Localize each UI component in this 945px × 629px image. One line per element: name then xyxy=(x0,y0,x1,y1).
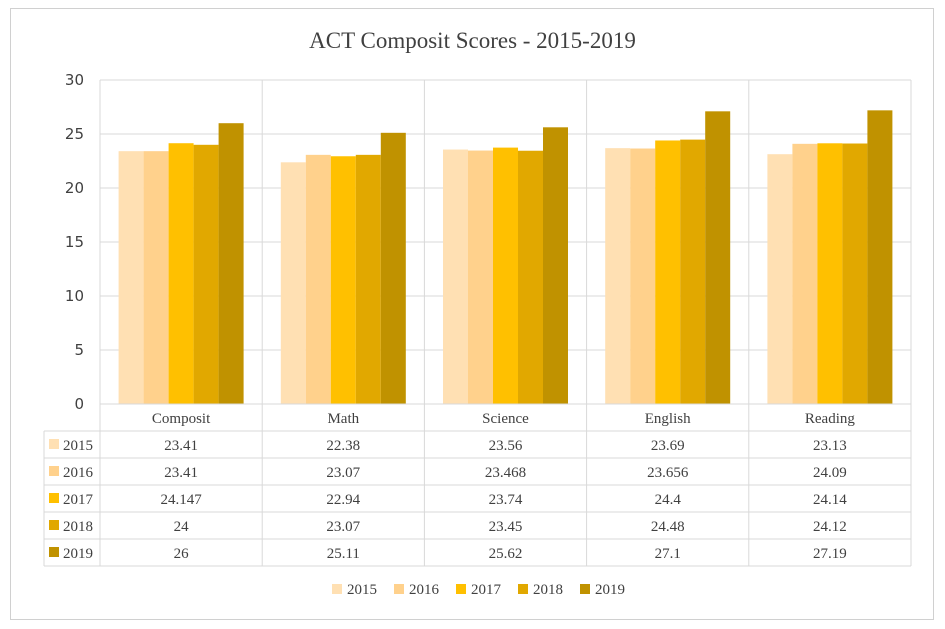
bar xyxy=(280,162,306,404)
table-series-label: 2015 xyxy=(63,438,93,454)
table-series-label: 2017 xyxy=(63,492,94,508)
data-label: 23.07 xyxy=(326,465,360,481)
table-legend-key xyxy=(49,466,59,476)
legend-label: 2018 xyxy=(533,582,563,598)
category-label: Science xyxy=(482,411,529,427)
data-label: 23.45 xyxy=(489,519,523,535)
bar xyxy=(842,143,868,404)
data-label: 23.56 xyxy=(489,438,523,454)
data-label: 23.656 xyxy=(647,465,689,481)
bar xyxy=(767,154,793,404)
table-legend-key xyxy=(49,439,59,449)
table-legend-key xyxy=(49,493,59,503)
legend-key xyxy=(518,584,528,594)
bar xyxy=(193,144,219,405)
y-tick-label: 15 xyxy=(65,233,84,251)
bar xyxy=(218,123,244,404)
data-label: 23.07 xyxy=(326,519,360,535)
legend-key xyxy=(580,584,590,594)
y-tick-label: 10 xyxy=(65,287,84,305)
data-label: 23.69 xyxy=(651,438,685,454)
data-label: 22.94 xyxy=(326,492,360,508)
bar xyxy=(680,139,706,404)
legend-label: 2016 xyxy=(409,582,440,598)
data-label: 24.48 xyxy=(651,519,685,535)
legend-label: 2015 xyxy=(347,582,377,598)
bar xyxy=(655,140,681,405)
bar xyxy=(792,143,818,404)
data-label: 22.38 xyxy=(326,438,360,454)
bar xyxy=(330,156,356,404)
data-label: 25.62 xyxy=(489,546,523,562)
legend-label: 2017 xyxy=(471,582,502,598)
data-label: 23.74 xyxy=(489,492,523,508)
table-legend-key xyxy=(49,520,59,530)
bar xyxy=(493,147,518,404)
legend-key xyxy=(456,584,466,594)
legend-key xyxy=(394,584,404,594)
data-label: 24 xyxy=(174,519,190,535)
category-label: Composit xyxy=(152,411,211,427)
data-label: 27.1 xyxy=(655,546,681,562)
y-tick-label: 30 xyxy=(65,71,84,89)
bar xyxy=(380,132,406,404)
bar xyxy=(305,154,331,404)
data-label: 27.19 xyxy=(813,546,847,562)
data-label: 26 xyxy=(174,546,190,562)
bar xyxy=(705,111,731,404)
chart-title: ACT Composit Scores - 2015-2019 xyxy=(309,28,636,53)
y-tick-label: 0 xyxy=(74,395,84,413)
y-tick-label: 20 xyxy=(65,179,84,197)
category-label: English xyxy=(645,411,691,427)
bar xyxy=(605,148,631,404)
table-series-label: 2016 xyxy=(63,465,94,481)
data-label: 23.468 xyxy=(485,465,526,481)
data-label: 24.14 xyxy=(813,492,847,508)
legend-key xyxy=(332,584,342,594)
bar xyxy=(168,143,194,404)
bar xyxy=(518,150,543,404)
bar xyxy=(630,148,656,404)
data-label: 23.13 xyxy=(813,438,847,454)
bar xyxy=(543,127,568,404)
bar xyxy=(817,143,843,404)
data-label: 24.147 xyxy=(160,492,202,508)
bar xyxy=(143,151,169,404)
bar xyxy=(443,149,468,404)
y-tick-label: 25 xyxy=(65,125,84,143)
table-legend-key xyxy=(49,547,59,557)
category-label: Math xyxy=(327,411,359,427)
data-label: 23.41 xyxy=(164,438,198,454)
bar xyxy=(468,150,493,404)
bar xyxy=(118,151,144,404)
legend-label: 2019 xyxy=(595,582,625,598)
table-series-label: 2019 xyxy=(63,546,93,562)
data-label: 24.12 xyxy=(813,519,847,535)
table-series-label: 2018 xyxy=(63,519,93,535)
data-label: 23.41 xyxy=(164,465,198,481)
bar xyxy=(355,154,381,404)
category-label: Reading xyxy=(805,411,855,427)
bar xyxy=(867,110,893,405)
data-label: 24.4 xyxy=(655,492,682,508)
data-label: 25.11 xyxy=(327,546,360,562)
data-label: 24.09 xyxy=(813,465,847,481)
y-tick-label: 5 xyxy=(74,341,84,359)
